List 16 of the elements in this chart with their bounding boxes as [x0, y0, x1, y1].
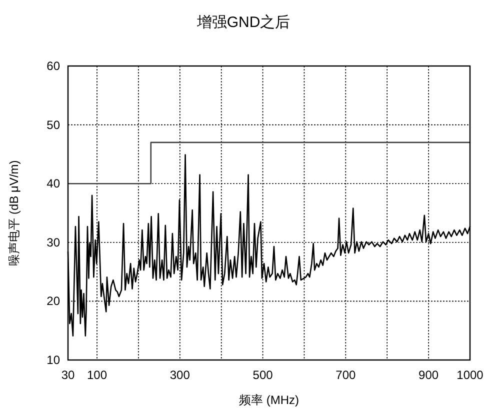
- y-tick-label: 50: [46, 118, 60, 132]
- x-tick-label: 1000: [456, 368, 484, 382]
- x-tick-label: 100: [86, 368, 108, 382]
- x-tick-label: 30: [61, 368, 75, 382]
- chart-title: 增强GND之后: [196, 14, 290, 31]
- x-tick-label: 900: [418, 368, 439, 382]
- y-tick-label: 20: [46, 294, 60, 308]
- x-tick-label: 700: [336, 368, 356, 382]
- y-tick-label: 60: [46, 59, 60, 73]
- x-tick-label: 300: [170, 368, 190, 382]
- x-axis-title: 频率 (MHz): [239, 393, 299, 407]
- y-axis-title: 噪声电平 (dB μV/m): [7, 160, 21, 266]
- x-tick-label: 500: [252, 368, 274, 382]
- y-tick-label: 10: [46, 353, 60, 367]
- y-tick-label: 40: [46, 176, 60, 191]
- y-tick-label: 30: [46, 235, 60, 250]
